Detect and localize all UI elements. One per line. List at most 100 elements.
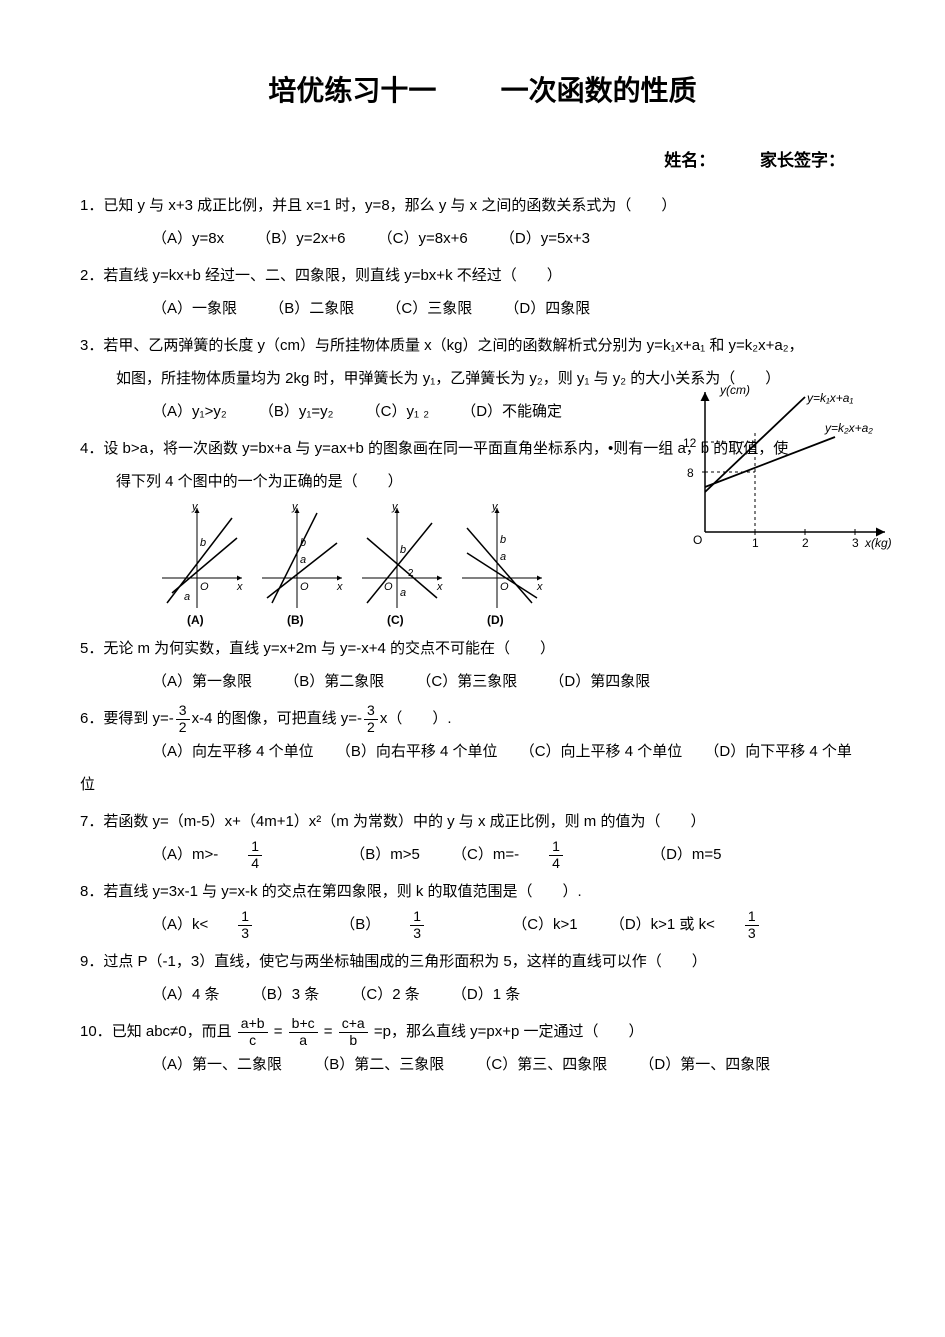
q10-frac-3: c+ab [339,1016,368,1048]
gD-O: O [500,581,509,593]
q6-frac-2: 32 [364,703,378,735]
q1-stem: 已知 y 与 x+3 成正比例，并且 x=1 时，y=8，那么 y 与 x 之间… [103,197,676,214]
q2-num: 2． [80,267,103,284]
title-right: 一次函数的性质 [501,75,697,106]
gA-y: y [191,501,199,513]
q8-stem: 若直线 y=3x-1 与 y=x-k 的交点在第四象限，则 k 的取值范围是（ … [103,883,581,900]
q8-opt-c: （C）k>1 [512,908,577,941]
xtick-2: 2 [802,536,809,550]
q3-opt-b: （B）y₁=y₂ [259,395,334,428]
gA-b: b [200,537,206,549]
q8-num: 8． [80,883,103,900]
q5-opt-d: （D）第四象限 [549,665,650,698]
origin-label: O [693,533,702,547]
gB-label: (B) [287,613,304,627]
q10-num: 10． [80,1023,112,1040]
ylabel: y(cm) [719,383,750,397]
q7-opt-d: （D）m=5 [651,838,721,871]
ytick-12: 12 [683,436,697,450]
q10-opt-a: （A）第一、二象限 [152,1048,282,1081]
q5-opt-c: （C）第三象限 [416,665,517,698]
title-left: 培优练习十一 [268,75,436,106]
name-row: 姓名： 家长签字： [80,142,885,179]
q10-eq2: = [324,1023,333,1040]
q4-num: 4． [80,440,103,457]
name-label: 姓名： [664,151,715,170]
gC-label: (C) [387,613,404,627]
q6-stem-a: 要得到 y=- [103,710,173,727]
gA-x: x [236,581,243,593]
q6-tail: 位 [80,768,885,801]
q5-num: 5． [80,640,103,657]
q5-opt-a: （A）第一象限 [152,665,252,698]
q8-opt-a: （A）k<13 [152,908,308,941]
q3-opt-c: （C）y₁ ₂ [366,395,429,428]
gA-a: a [184,591,190,603]
line1-label: y=k₁x+a₁ [806,391,853,405]
question-8: 8．若直线 y=3x-1 与 y=x-k 的交点在第四象限，则 k 的取值范围是… [80,875,885,941]
q7-opt-c: （C）m=-14 [452,838,619,871]
q9-stem: 过点 P（-1，3）直线，使它与两坐标轴围成的三角形面积为 5，这样的直线可以作… [103,953,706,970]
ytick-8: 8 [687,466,694,480]
q9-opt-d: （D）1 条 [452,978,520,1011]
q1-opt-c: （C）y=8x+6 [378,222,468,255]
sign-label: 家长签字： [760,151,845,170]
q8-frac-b: 13 [410,909,452,941]
gB-O: O [300,581,309,593]
gB-a: a [300,554,306,566]
line2-label: y=k₂x+a₂ [824,421,873,435]
gA-label: (A) [187,613,204,627]
q6-opt-a: （A）向左平移 4 个单位 [152,735,314,768]
title-row: 培优练习十一 一次函数的性质 [80,60,885,122]
gC-O: O [384,581,393,593]
q10-opt-c: （C）第三、四象限 [476,1048,607,1081]
gB-x: x [336,581,343,593]
q1-num: 1． [80,197,103,214]
gD-y: y [491,501,499,513]
gD-label: (D) [487,613,504,627]
question-10: 10．已知 abc≠0，而且 a+bc = b+ca = c+ab =p，那么直… [80,1015,885,1081]
q2-opt-a: （A）一象限 [152,292,237,325]
question-6: 6．要得到 y=-32x-4 的图像，可把直线 y=-32x（ ）. （A）向左… [80,702,885,801]
q5-opt-b: （B）第二象限 [284,665,384,698]
q10-frac-2: b+ca [289,1016,318,1048]
q7-opt-b: （B）m>5 [350,838,420,871]
gB-y: y [291,501,299,513]
q2-stem: 若直线 y=kx+b 经过一、二、四象限，则直线 y=bx+k 不经过（ ） [103,267,561,284]
q2-opt-d: （D）四象限 [504,292,590,325]
q1-opt-b: （B）y=2x+6 [256,222,345,255]
gC-x: x [436,581,443,593]
q7-frac-c: 14 [549,839,591,871]
q9-num: 9． [80,953,103,970]
gC-b: b [400,544,406,556]
question-1: 1．已知 y 与 x+3 成正比例，并且 x=1 时，y=8，那么 y 与 x … [80,189,885,255]
q3-opt-d: （D）不能确定 [461,395,562,428]
q6-opt-b: （B）向右平移 4 个单位 [336,735,498,768]
q10-opt-b: （B）第二、三象限 [314,1048,444,1081]
q10-stem-b: =p，那么直线 y=px+p 一定通过（ ） [374,1023,644,1040]
q10-frac-1: a+bc [238,1016,268,1048]
question-9: 9．过点 P（-1，3）直线，使它与两坐标轴围成的三角形面积为 5，这样的直线可… [80,945,885,1011]
xtick-3: 3 [852,536,859,550]
q6-opt-c: （C）向上平移 4 个单位 [520,735,683,768]
q2-opt-c: （C）三象限 [386,292,472,325]
gC-2: 2 [408,568,414,579]
q7-opt-a: （A）m>-14 [152,838,318,871]
q10-opt-d: （D）第一、四象限 [639,1048,770,1081]
q10-stem-a: 已知 abc≠0，而且 [112,1023,232,1040]
q3-opt-a: （A）y₁>y₂ [152,395,227,428]
q2-opt-b: （B）二象限 [269,292,354,325]
q4-stem2: 得下列 4 个图中的一个为正确的是（ ） [116,473,403,490]
q6-stem-b: x-4 的图像，可把直线 y=- [192,710,362,727]
gC-a: a [400,587,406,599]
q9-opt-a: （A）4 条 [152,978,220,1011]
q7-frac-a: 14 [248,839,290,871]
gD-x: x [536,581,543,593]
q8-frac-d: 13 [745,909,787,941]
xlabel: x(kg) [864,536,892,550]
gD-b: b [500,534,506,546]
question-4: 4．设 b>a，将一次函数 y=bx+a 与 y=ax+b 的图象画在同一平面直… [80,432,885,628]
gB-b: b [300,537,306,549]
gD-a: a [500,551,506,563]
q6-frac-1: 32 [176,703,190,735]
